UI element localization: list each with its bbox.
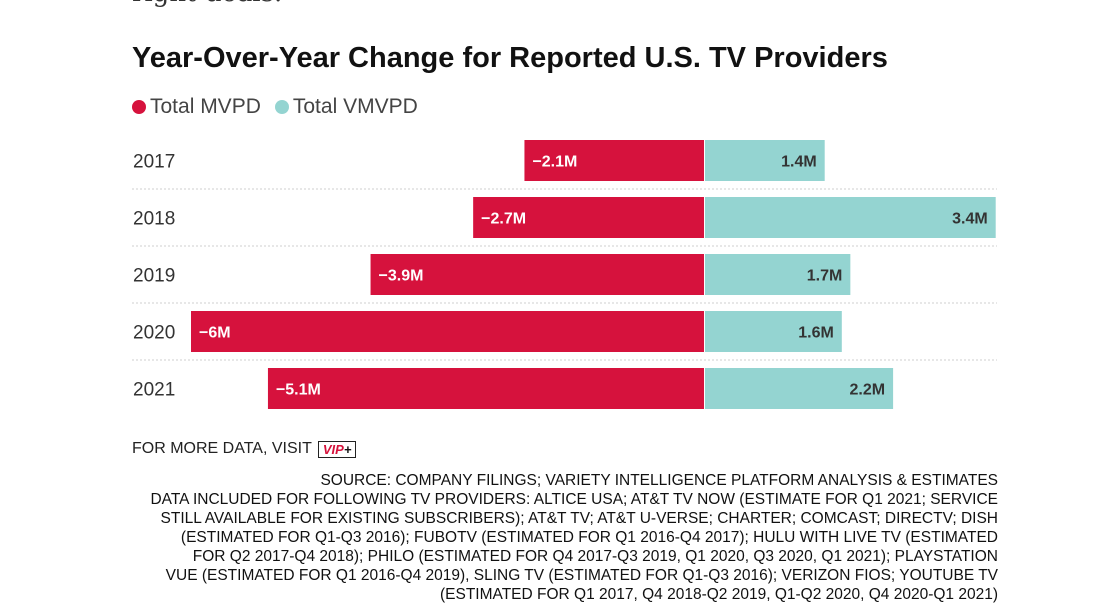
data-label-mvpd: −2.7M: [481, 211, 526, 228]
data-label-mvpd: −3.9M: [379, 268, 424, 285]
bar-mvpd: [267, 368, 704, 409]
category-label: 2018: [133, 209, 175, 230]
bar-vmvpd: [705, 368, 894, 409]
source-line: DATA INCLUDED FOR FOLLOWING TV PROVIDERS…: [150, 491, 998, 508]
source-line: (ESTIMATED FOR Q1-Q3 2016); FUBOTV (ESTI…: [180, 529, 998, 546]
bar-mvpd: [370, 254, 704, 295]
legend-label-mvpd: Total MVPD: [150, 95, 261, 118]
legend-item-vmvpd: Total VMVPD: [274, 95, 418, 119]
bar-vmvpd: [705, 140, 825, 181]
data-label-vmvpd: 2.2M: [850, 382, 886, 399]
category-label: 2021: [133, 380, 175, 401]
data-label-mvpd: −5.1M: [276, 382, 321, 399]
legend-swatch-vmvpd: [274, 100, 289, 114]
vip-plus-badge[interactable]: VIP+: [317, 440, 357, 458]
source-line: SOURCE: COMPANY FILINGS; VARIETY INTELLI…: [320, 472, 998, 489]
legend-label-vmvpd: Total VMVPD: [292, 95, 418, 118]
bar-mvpd: [191, 311, 704, 352]
more-data-link[interactable]: FOR MORE DATA, VISIT VIP+: [132, 440, 357, 458]
more-data-text: FOR MORE DATA, VISIT: [132, 440, 312, 457]
bar-vmvpd: [705, 254, 851, 295]
source-line: FOR Q2 2017-Q4 2018); PHILO (ESTIMATED F…: [192, 548, 998, 565]
data-label-vmvpd: 3.4M: [952, 211, 988, 228]
data-label-mvpd: −2.1M: [532, 154, 577, 171]
data-label-vmvpd: 1.6M: [798, 325, 834, 342]
bar-chart: 2017 −2.1M 1.4M 2018 −2.7M 3.4M 2019 −3.9M 1.7M 2…: [132, 140, 997, 409]
chart-legend: Total MVPD Total VMVPD: [132, 95, 432, 119]
legend-swatch-mvpd: [132, 100, 146, 114]
data-label-vmvpd: 1.4M: [781, 154, 817, 171]
bar-vmvpd: [705, 311, 842, 352]
source-notes: SOURCE: COMPANY FILINGS; VARIETY INTELLI…: [130, 471, 998, 604]
chart-title: Year-Over-Year Change for Reported U.S. …: [132, 42, 888, 74]
category-label: 2017: [133, 152, 175, 173]
bar-mvpd: [473, 197, 704, 238]
data-label-vmvpd: 1.7M: [807, 268, 843, 285]
vip-badge-plus: +: [343, 441, 352, 457]
bar-vmvpd: [705, 197, 996, 238]
source-line: VUE (ESTIMATED FOR Q1 2016-Q4 2019), SLI…: [165, 567, 998, 584]
category-label: 2019: [133, 266, 175, 287]
bar-mvpd: [524, 140, 704, 181]
article-text-fragment: right deals.: [132, 0, 282, 8]
source-line: (ESTIMATED FOR Q1 2017, Q4 2018-Q2 2019,…: [440, 586, 998, 603]
data-label-mvpd: −6M: [199, 325, 231, 342]
vip-badge-text: VIP: [322, 441, 344, 457]
source-line: STILL AVAILABLE FOR EXISTING SUBSCRIBERS…: [160, 510, 998, 527]
legend-item-mvpd: Total MVPD: [132, 95, 261, 119]
category-label: 2020: [133, 323, 175, 344]
